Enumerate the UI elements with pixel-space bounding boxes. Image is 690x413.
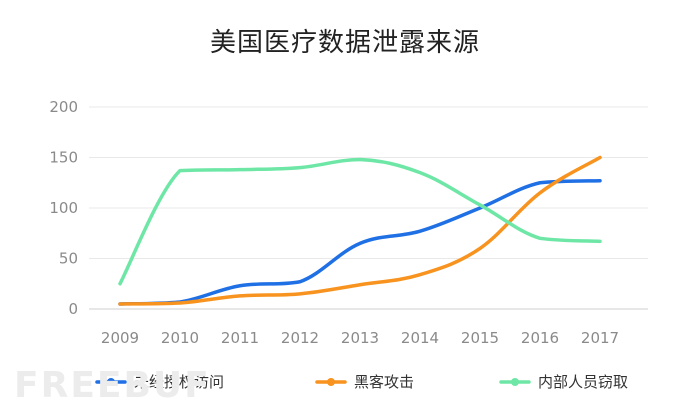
x-tick-label: 2013 [341, 329, 379, 347]
series-line [118, 157, 602, 286]
y-tick-label: 100 [49, 199, 78, 217]
watermark-logo: FREEBUF [14, 365, 211, 406]
x-tick-label: 2009 [101, 329, 139, 347]
x-tick-label: 2012 [281, 329, 319, 347]
legend-marker [107, 378, 115, 386]
series-line [118, 155, 602, 306]
y-tick-label: 50 [59, 250, 78, 268]
series-lines [118, 155, 602, 306]
y-tick-label: 0 [68, 300, 78, 318]
legend-marker [327, 378, 335, 386]
legend-label: 黑客攻击 [354, 373, 414, 391]
legend: 未经授权访问 黑客攻击 内部人员窃取 [95, 373, 628, 391]
x-tick-label: 2017 [581, 329, 619, 347]
x-tick-label: 2011 [221, 329, 259, 347]
x-tick-label: 2010 [161, 329, 199, 347]
series-line [118, 178, 602, 306]
y-tick-label: 200 [49, 98, 78, 116]
legend-label: 内部人员窃取 [538, 373, 628, 391]
x-tick-label: 2014 [401, 329, 439, 347]
chart-title: 美国医疗数据泄露来源 [209, 28, 480, 58]
legend-label: 未经授权访问 [134, 373, 224, 391]
grid-lines [89, 106, 648, 310]
x-tick-label: 2015 [461, 329, 499, 347]
y-tick-label: 150 [49, 149, 78, 167]
legend-marker [511, 378, 519, 386]
x-tick-label: 2016 [521, 329, 559, 347]
axis-labels: 0 50 100 150 200 2009 2010 2011 2012 2013 2014 2015… [49, 98, 619, 347]
